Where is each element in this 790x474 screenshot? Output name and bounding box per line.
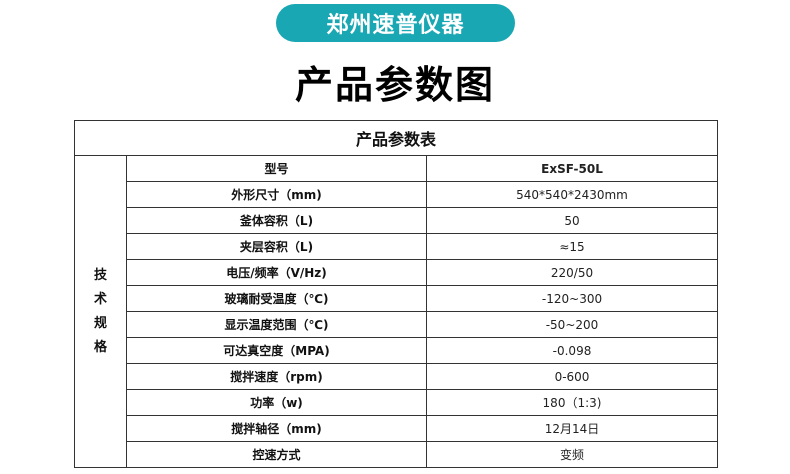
table-row: 技术规格 型号 ExSF-50L <box>74 155 719 468</box>
param-label: 功率（w) <box>126 389 427 416</box>
param-value: 12月14日 <box>425 415 719 442</box>
param-label: 可达真空度（MPA) <box>126 337 427 364</box>
table-row: 夹层容积（L) ≈15 <box>75 233 719 260</box>
table-row: 功率（w) 180（1:3) <box>75 389 719 416</box>
param-value: 180（1:3) <box>425 389 719 416</box>
param-value: 变频 <box>425 441 719 468</box>
param-label: 电压/频率（V/Hz) <box>126 259 427 286</box>
table-row: 外形尺寸（mm) 540*540*2430mm <box>75 181 719 208</box>
param-value: 0-600 <box>425 363 719 390</box>
table-row: 釜体容积（L) 50 <box>75 207 719 234</box>
table-caption: 产品参数表 <box>73 120 719 156</box>
spec-table: 产品参数表 技术规格 型号 ExSF-50L 外形尺寸（mm) 540*540*… <box>73 120 719 468</box>
param-value: -120~300 <box>425 285 719 312</box>
brand-banner: 郑州速普仪器 <box>276 4 515 42</box>
param-label: 玻璃耐受温度（℃) <box>126 285 427 312</box>
param-label: 釜体容积（L) <box>126 207 427 234</box>
param-value: ExSF-50L <box>425 155 719 182</box>
param-value: -0.098 <box>425 337 719 364</box>
table-row: 显示温度范围（℃) -50~200 <box>75 311 719 338</box>
param-label: 搅拌轴径（mm) <box>126 415 427 442</box>
table-row: 搅拌速度（rpm) 0-600 <box>75 363 719 390</box>
param-label: 外形尺寸（mm) <box>126 181 427 208</box>
param-label: 控速方式 <box>126 441 427 468</box>
brand-name: 郑州速普仪器 <box>326 13 465 38</box>
param-value: 220/50 <box>425 259 719 286</box>
param-value: -50~200 <box>425 311 719 338</box>
param-label: 显示温度范围（℃) <box>126 311 427 338</box>
param-label: 搅拌速度（rpm) <box>126 363 427 390</box>
table-row: 搅拌轴径（mm) 12月14日 <box>75 415 719 442</box>
param-label: 型号 <box>126 155 427 182</box>
param-value: ≈15 <box>425 233 719 260</box>
param-label: 夹层容积（L) <box>126 233 427 260</box>
table-row: 控速方式 变频 <box>75 441 719 468</box>
page-title: 产品参数图 <box>294 63 495 107</box>
table-caption-row: 产品参数表 <box>73 120 719 156</box>
param-value: 540*540*2430mm <box>425 181 719 208</box>
table-row: 玻璃耐受温度（℃) -120~300 <box>75 285 719 312</box>
group-label: 技术规格 <box>74 155 127 468</box>
table-row: 电压/频率（V/Hz) 220/50 <box>75 259 719 286</box>
param-value: 50 <box>425 207 719 234</box>
table-row: 可达真空度（MPA) -0.098 <box>75 337 719 364</box>
